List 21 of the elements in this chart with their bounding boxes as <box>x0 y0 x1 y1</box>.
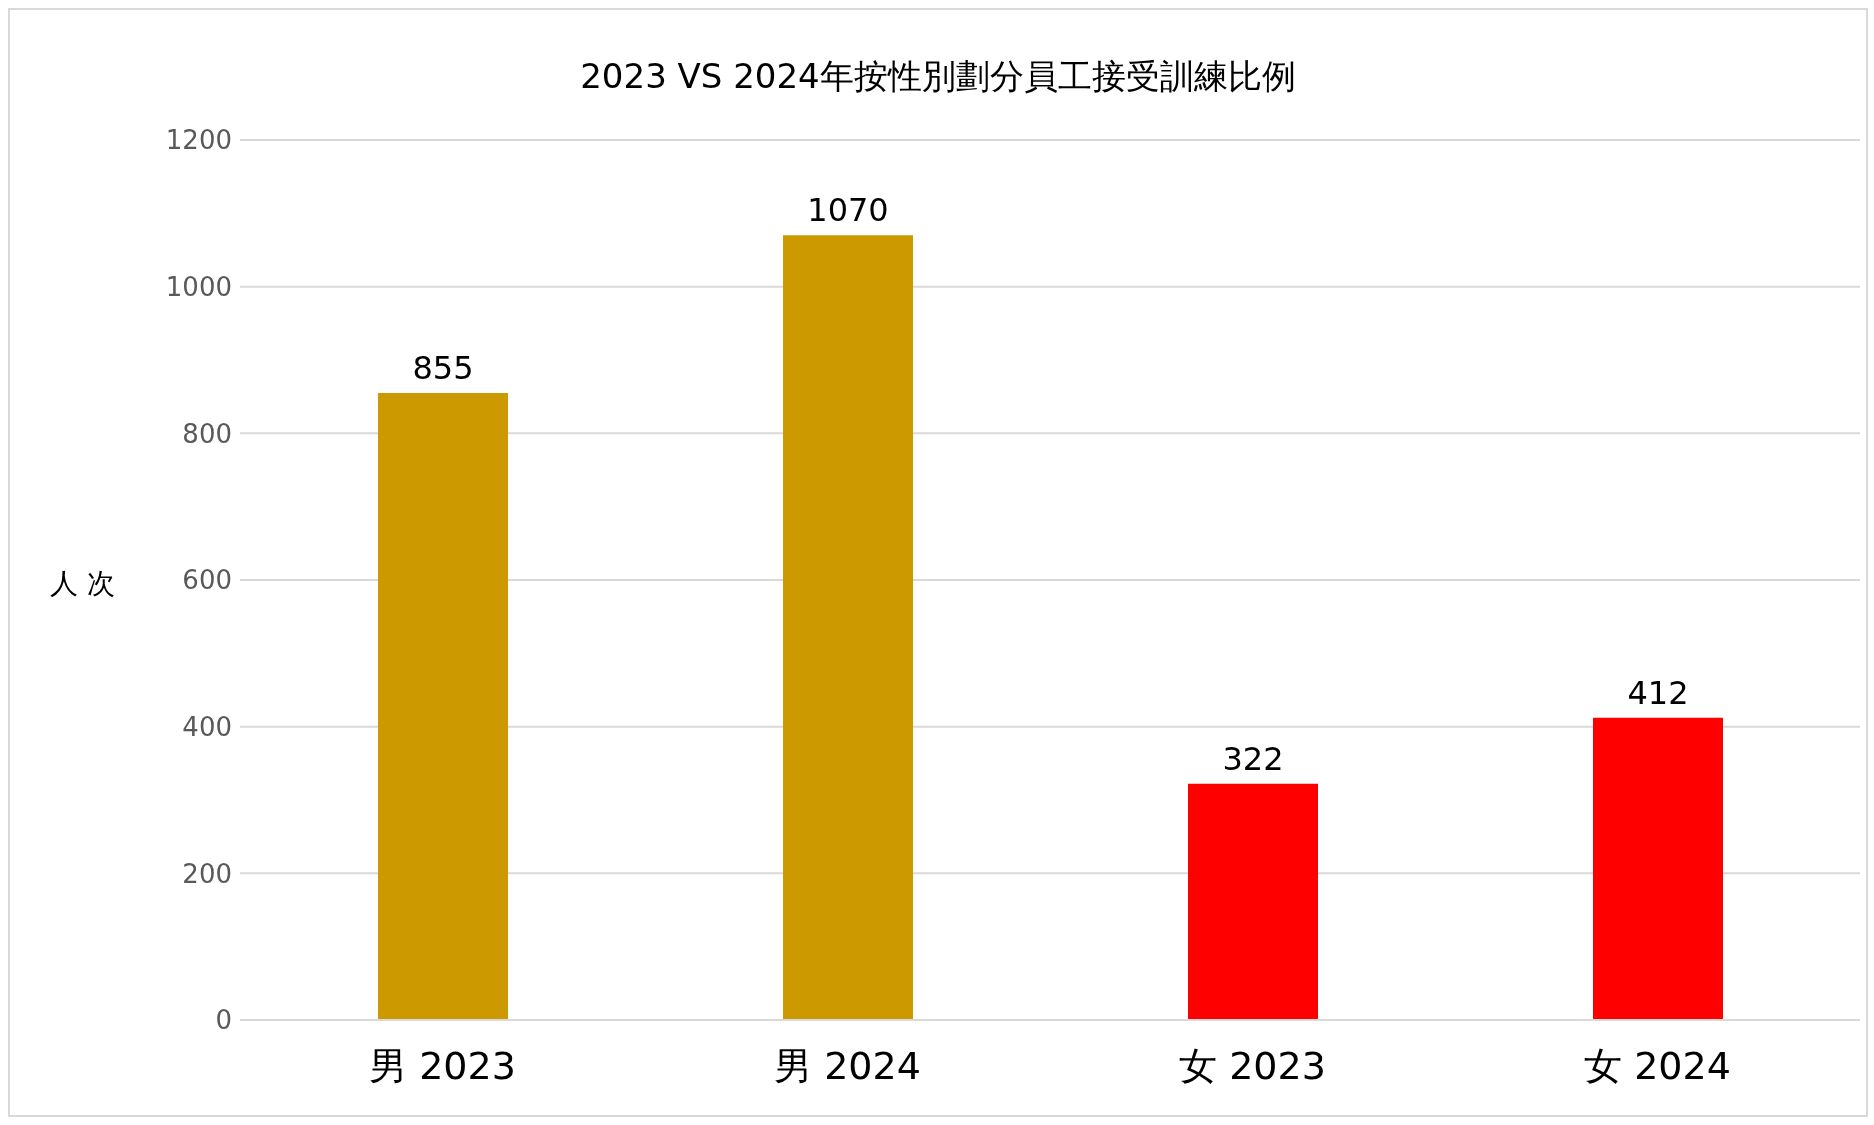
y-tick-label: 200 <box>182 858 232 889</box>
bar <box>378 393 508 1020</box>
x-tick-label: 男 2023 <box>369 1043 516 1088</box>
x-tick-label: 女 2023 <box>1179 1043 1326 1088</box>
y-tick-label: 0 <box>215 1005 232 1036</box>
data-label: 1070 <box>807 191 889 230</box>
chart-title: 2023 VS 2024年按性別劃分員工接受訓練比例 <box>579 55 1297 98</box>
bar <box>1593 717 1723 1020</box>
y-tick-label: 1000 <box>165 271 232 302</box>
data-label: 412 <box>1627 673 1689 712</box>
y-axis-title: 人 次 <box>50 566 115 602</box>
bar <box>783 235 913 1020</box>
y-tick-label: 1200 <box>165 125 232 156</box>
y-tick-label: 800 <box>182 418 232 449</box>
data-label: 855 <box>412 349 474 387</box>
x-tick-label: 男 2024 <box>774 1043 921 1088</box>
y-tick-label: 400 <box>182 711 232 742</box>
data-label: 322 <box>1222 739 1284 778</box>
x-tick-label: 女 2024 <box>1584 1043 1731 1088</box>
bar <box>1188 783 1318 1020</box>
y-tick-label: 600 <box>182 565 232 596</box>
